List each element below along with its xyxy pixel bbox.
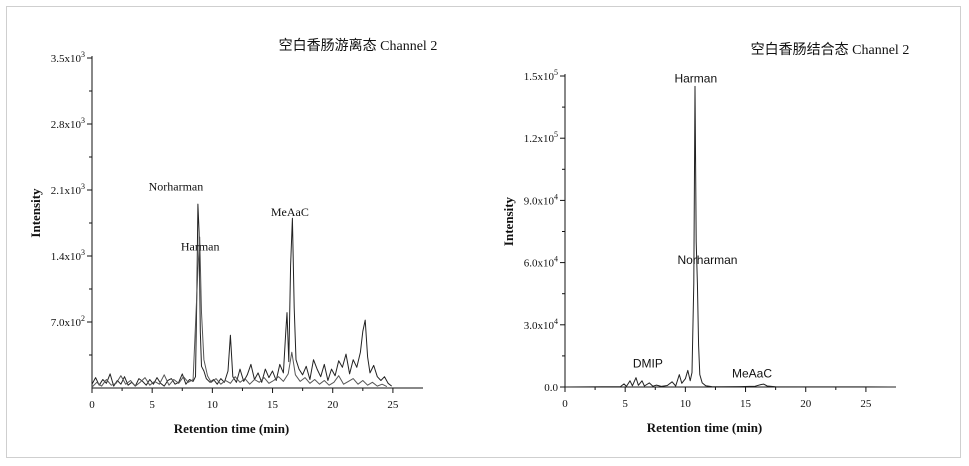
peak-label: MeAaC xyxy=(732,367,772,381)
peak-label: Harman xyxy=(181,240,220,254)
peak-label: Norharman xyxy=(149,179,204,193)
x-tick-label: 10 xyxy=(207,399,219,411)
peak-label: MeAaC xyxy=(271,205,309,219)
peak-label: Harman xyxy=(674,71,717,85)
x-tick-label: 15 xyxy=(740,398,752,410)
y-tick-label: 1.4x103 xyxy=(51,248,85,263)
y-tick-label: 0.0 xyxy=(544,382,558,394)
y-tick-label: 1.5x105 xyxy=(524,68,558,83)
peak-label: DMIP xyxy=(633,356,663,370)
x-tick-label: 0 xyxy=(89,399,95,411)
x-tick-label: 0 xyxy=(562,398,568,410)
chart-panel-1: 空白香肠游离态 Channel 2 0 5 10 15 20 25 7.0x102 1.4x10… xyxy=(28,37,437,436)
x-tick-label: 25 xyxy=(387,399,399,411)
y-tick-label: 9.0x104 xyxy=(524,192,558,207)
chart-title: 空白香肠结合态 Channel 2 xyxy=(751,42,910,58)
x-axis-label: Retention time (min) xyxy=(647,420,763,435)
peak-label: Norharman xyxy=(677,253,737,267)
y-tick-label: 1.2x105 xyxy=(524,130,558,145)
x-tick-label: 20 xyxy=(800,398,812,410)
x-tick-label: 15 xyxy=(267,399,279,411)
x-tick-label: 5 xyxy=(622,398,628,410)
y-tick-label: 2.1x103 xyxy=(51,182,85,197)
y-tick-label: 3.5x103 xyxy=(51,50,85,65)
chart-panel-2: 空白香肠结合态 Channel 2 0 5 10 15 20 25 0.0 3.0x104 6.0… xyxy=(501,42,909,435)
y-tick-label: 6.0x104 xyxy=(524,255,558,270)
series-line-1 xyxy=(565,86,896,387)
x-tick-label: 20 xyxy=(327,399,339,411)
chart-title: 空白香肠游离态 Channel 2 xyxy=(279,37,438,54)
x-axis-label: Retention time (min) xyxy=(174,421,290,436)
x-tick-label: 25 xyxy=(860,398,872,410)
series-line-1 xyxy=(92,204,392,386)
x-tick-label: 5 xyxy=(149,399,155,411)
y-axis-label: Intensity xyxy=(501,196,516,246)
y-tick-label: 7.0x102 xyxy=(51,314,85,329)
y-tick-label: 2.8x103 xyxy=(51,116,85,131)
x-tick-label: 10 xyxy=(680,398,692,410)
y-tick-label: 3.0x104 xyxy=(524,317,558,332)
y-axis-label: Intensity xyxy=(28,188,43,238)
